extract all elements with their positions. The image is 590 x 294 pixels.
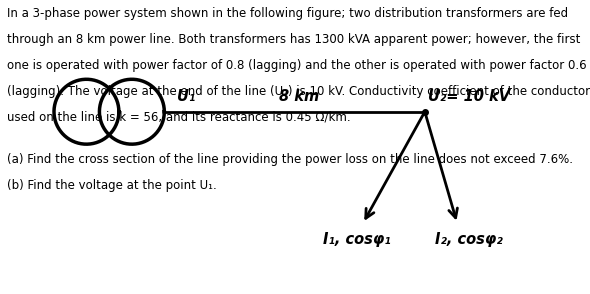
Text: used on the line is k = 56, and its reactance is 0.45 Ω/km.: used on the line is k = 56, and its reac…	[7, 111, 350, 124]
Text: U₂= 10 kV: U₂= 10 kV	[428, 89, 510, 104]
Text: (lagging). The voltage at the end of the line (U₂) is 10 kV. Conductivity coeffi: (lagging). The voltage at the end of the…	[7, 85, 590, 98]
Text: (b) Find the voltage at the point U₁.: (b) Find the voltage at the point U₁.	[7, 179, 217, 192]
Text: through an 8 km power line. Both transformers has 1300 kVA apparent power; howev: through an 8 km power line. Both transfo…	[7, 33, 581, 46]
Text: one is operated with power factor of 0.8 (lagging) and the other is operated wit: one is operated with power factor of 0.8…	[7, 59, 586, 72]
Text: U₁: U₁	[177, 89, 195, 104]
Text: 8 km: 8 km	[279, 89, 320, 104]
Text: In a 3-phase power system shown in the following figure; two distribution transf: In a 3-phase power system shown in the f…	[7, 7, 568, 20]
Text: I₁, cosφ₁: I₁, cosφ₁	[323, 232, 391, 247]
Text: (a) Find the cross section of the line providing the power loss on the line does: (a) Find the cross section of the line p…	[7, 153, 573, 166]
Text: I₂, cosφ₂: I₂, cosφ₂	[435, 232, 503, 247]
